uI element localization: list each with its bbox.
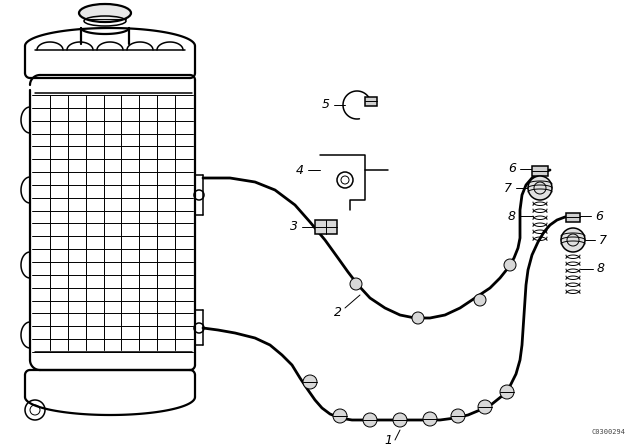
- Bar: [315, 220, 337, 234]
- Text: 3: 3: [290, 220, 298, 233]
- Circle shape: [478, 400, 492, 414]
- Circle shape: [500, 385, 514, 399]
- Text: 1: 1: [384, 434, 392, 447]
- Text: 5: 5: [322, 99, 330, 112]
- Bar: [566, 213, 580, 222]
- Text: 7: 7: [504, 181, 512, 194]
- Text: 4: 4: [296, 164, 304, 177]
- Text: 7: 7: [599, 233, 607, 246]
- Text: 8: 8: [508, 210, 516, 223]
- Circle shape: [528, 176, 552, 200]
- Circle shape: [412, 312, 424, 324]
- Ellipse shape: [79, 4, 131, 22]
- Circle shape: [561, 228, 585, 252]
- Circle shape: [504, 259, 516, 271]
- Text: 8: 8: [597, 263, 605, 276]
- Circle shape: [474, 294, 486, 306]
- Text: 2: 2: [334, 306, 342, 319]
- Text: C0300294: C0300294: [591, 429, 625, 435]
- Circle shape: [303, 375, 317, 389]
- Circle shape: [423, 412, 437, 426]
- Circle shape: [451, 409, 465, 423]
- Circle shape: [393, 413, 407, 427]
- Text: 6: 6: [595, 210, 603, 223]
- Text: 6: 6: [508, 163, 516, 176]
- Circle shape: [350, 278, 362, 290]
- Circle shape: [333, 409, 347, 423]
- Bar: [365, 97, 377, 106]
- Bar: [532, 166, 548, 176]
- Circle shape: [363, 413, 377, 427]
